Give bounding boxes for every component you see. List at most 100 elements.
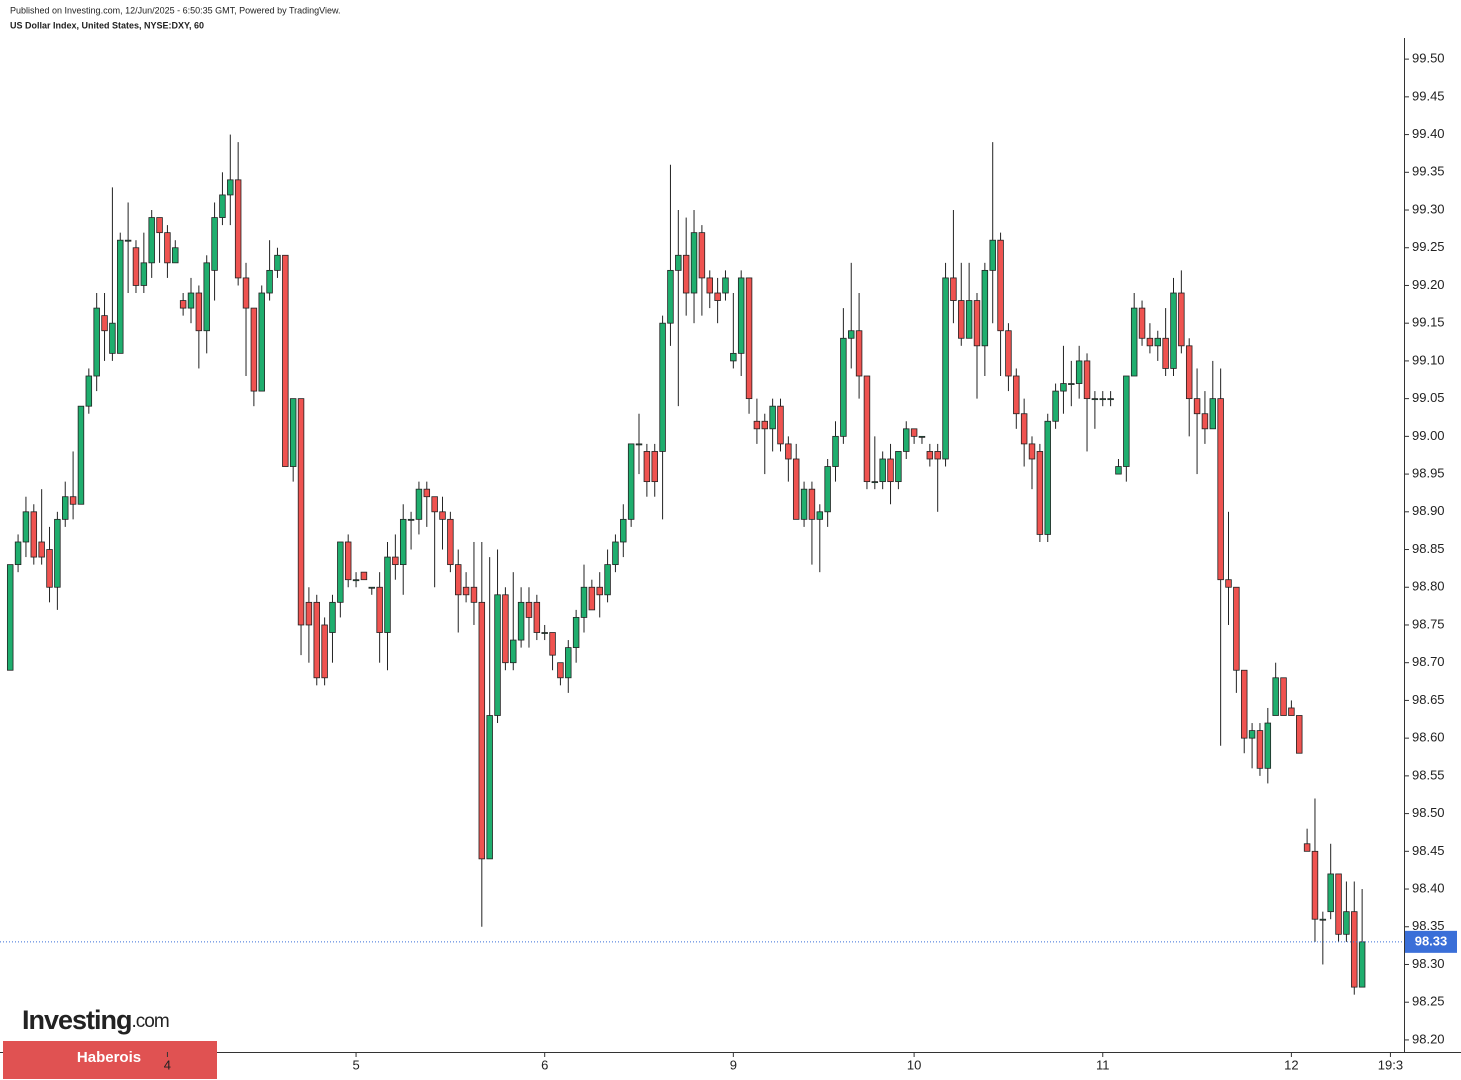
candle-body [635, 443, 643, 446]
y-tick-label: 98.45 [1412, 843, 1445, 858]
candle-body [54, 518, 61, 588]
last-price-tag [1405, 930, 1457, 953]
x-tick-label: 10 [907, 1057, 921, 1072]
y-tick-label: 99.10 [1412, 352, 1445, 367]
candle-body [965, 300, 973, 339]
candle-body [1272, 677, 1279, 716]
candle-body [753, 420, 761, 430]
candle-body [376, 586, 383, 633]
candle-body [1162, 337, 1169, 369]
candle-body [211, 217, 218, 271]
candle-body [517, 601, 525, 641]
candle-body [415, 488, 423, 520]
candle-body [824, 466, 831, 513]
x-tick-label: 12 [1284, 1057, 1298, 1072]
candle-body [1193, 398, 1201, 415]
candle-body [1319, 918, 1327, 921]
candle-body [1060, 383, 1067, 392]
candle-body [1044, 420, 1051, 535]
candle-body [486, 715, 493, 860]
candle-body [30, 511, 38, 558]
candle-body [1170, 292, 1177, 369]
y-tick-label: 99.35 [1412, 164, 1445, 179]
candle-body [258, 292, 265, 392]
y-tick-label: 99.05 [1412, 390, 1445, 405]
candle-body [612, 541, 619, 566]
candle-body [714, 292, 721, 301]
candle-body [242, 277, 250, 309]
candle-body [1335, 873, 1342, 935]
candle-body [1264, 722, 1272, 769]
candle-body [871, 481, 879, 484]
y-tick-label: 98.95 [1412, 466, 1445, 481]
candle-body [1075, 360, 1083, 384]
candle-body [1091, 398, 1099, 401]
candle-body [431, 496, 438, 513]
candle-body [266, 269, 273, 294]
candle-body [832, 435, 839, 467]
candle-body [604, 564, 611, 596]
y-tick-label: 99.50 [1412, 51, 1445, 66]
candle-body [1146, 337, 1154, 347]
candle-body [22, 511, 30, 543]
y-tick-label: 99.00 [1412, 428, 1445, 443]
candle-body [525, 601, 533, 618]
candle-body [690, 232, 698, 294]
candle-body [1327, 873, 1334, 913]
candle-body [675, 254, 682, 271]
y-tick-label: 98.25 [1412, 994, 1445, 1009]
y-tick-label: 98.65 [1412, 692, 1445, 707]
candle-body [124, 239, 132, 242]
candle-body [69, 496, 77, 505]
candle-body [1343, 911, 1350, 935]
candle-body [447, 518, 454, 566]
x-tick-label: 11 [1096, 1057, 1110, 1072]
candle-body [407, 518, 415, 521]
candle-body [706, 277, 713, 294]
logo-brand: Investing [22, 1005, 132, 1035]
candle-body [203, 262, 210, 332]
candle-body [462, 586, 470, 596]
candle-body [368, 586, 376, 589]
candle-body [38, 541, 45, 558]
candle-body [352, 579, 360, 582]
candle-body [588, 586, 596, 611]
candle-body [219, 194, 226, 218]
candle-body [329, 601, 336, 633]
candle-body [761, 420, 769, 430]
candle-body [910, 428, 918, 437]
candle-body [234, 179, 242, 279]
candle-body [360, 571, 368, 581]
candle-body [305, 601, 313, 626]
candle-body [1130, 307, 1138, 377]
candle-body [855, 330, 863, 377]
candle-body [769, 405, 776, 430]
candle-body [1052, 390, 1059, 422]
candle-body [800, 488, 808, 520]
y-tick-label: 98.40 [1412, 880, 1445, 895]
candle-body [439, 511, 446, 520]
candle-body [533, 601, 541, 633]
candle-body [1107, 398, 1114, 401]
candle-body [651, 451, 658, 483]
candle-body [93, 307, 100, 377]
candle-body [1233, 586, 1240, 671]
candle-body [1005, 330, 1012, 377]
banner-text: Haberois [77, 1049, 141, 1066]
candle-body [1138, 307, 1146, 339]
candle-body [1123, 375, 1130, 467]
candle-body [399, 518, 407, 566]
candle-body [667, 269, 674, 324]
y-tick-label: 99.25 [1412, 239, 1445, 254]
candle-body [698, 232, 706, 279]
logo: Investing.com [22, 1005, 169, 1035]
candle-body [1099, 398, 1106, 401]
candle-body [549, 632, 556, 656]
candle-body [14, 541, 22, 566]
candle-body [792, 458, 800, 520]
candle-body [274, 254, 281, 271]
candle-body [785, 443, 792, 460]
candle-body [289, 398, 297, 467]
plot [6, 134, 1366, 995]
candle-body [808, 488, 816, 520]
